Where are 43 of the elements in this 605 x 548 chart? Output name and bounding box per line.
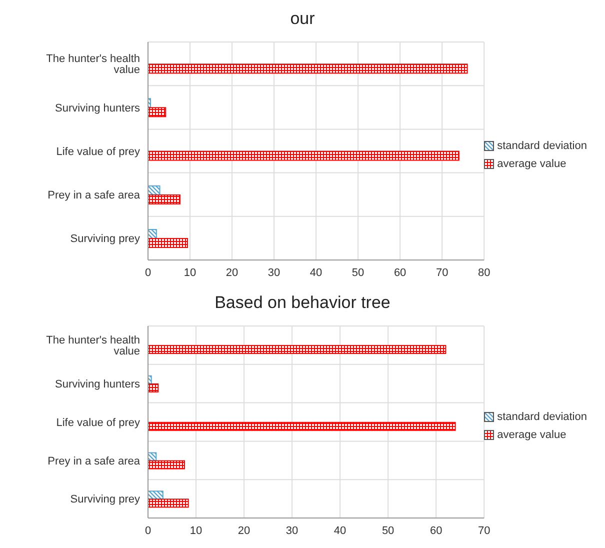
legend-label: average value bbox=[497, 429, 566, 441]
bar bbox=[148, 422, 456, 431]
x-tick-label: 60 bbox=[430, 524, 442, 537]
chart-title: our bbox=[289, 8, 316, 30]
y-tick-label: Prey in a safe area bbox=[48, 455, 141, 468]
x-tick-label: 30 bbox=[286, 524, 298, 537]
y-tick-label: Surviving hunters bbox=[55, 378, 140, 391]
chart-title: Based on behavior tree bbox=[214, 292, 392, 314]
x-tick-label: 30 bbox=[268, 266, 280, 279]
bar bbox=[148, 345, 446, 354]
x-tick-label: 10 bbox=[190, 524, 202, 537]
y-tick-label: Surviving prey bbox=[70, 494, 140, 506]
bar bbox=[148, 194, 180, 204]
x-tick-label: 70 bbox=[436, 266, 448, 279]
y-tick-label: Life value of prey bbox=[56, 416, 140, 429]
bar bbox=[148, 107, 166, 118]
x-tick-label: 40 bbox=[334, 524, 346, 537]
x-tick-label: 20 bbox=[226, 266, 238, 279]
y-tick-label: The hunter's health value bbox=[46, 53, 140, 76]
bar bbox=[148, 150, 460, 161]
legend-label: standard deviation bbox=[497, 411, 587, 423]
x-tick-label: 10 bbox=[184, 266, 196, 279]
y-tick-label: The hunter's health value bbox=[46, 334, 140, 358]
legend-label: standard deviation bbox=[497, 140, 587, 152]
x-tick-label: 50 bbox=[382, 524, 394, 537]
x-tick-label: 20 bbox=[238, 524, 250, 537]
y-tick-label: Surviving hunters bbox=[55, 102, 140, 114]
y-tick-label: Prey in a safe area bbox=[48, 190, 141, 202]
bar bbox=[148, 498, 189, 508]
bar bbox=[148, 383, 159, 392]
x-tick-label: 60 bbox=[394, 266, 406, 279]
x-tick-label: 50 bbox=[352, 266, 364, 279]
y-tick-label: Life value of prey bbox=[56, 146, 140, 158]
x-tick-label: 70 bbox=[478, 524, 490, 537]
x-tick-label: 40 bbox=[310, 266, 322, 279]
bar bbox=[148, 238, 188, 248]
y-tick-label: Surviving prey bbox=[70, 233, 140, 246]
x-tick-label: 0 bbox=[144, 524, 152, 537]
legend-label: average value bbox=[497, 158, 566, 170]
x-tick-label: 80 bbox=[478, 266, 490, 279]
bar bbox=[148, 64, 468, 74]
bar bbox=[148, 460, 185, 470]
x-tick-label: 0 bbox=[144, 266, 152, 279]
